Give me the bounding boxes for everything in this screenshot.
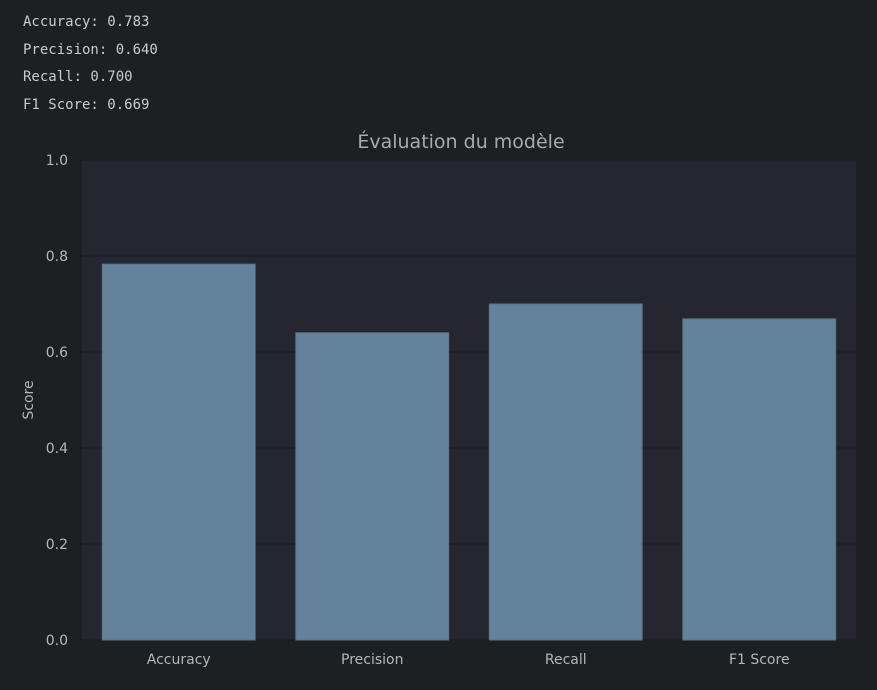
bar-chart: 0.0 0.2 0.4 0.6 0.8 1.0 Accuracy Precision Reca…	[21, 130, 856, 668]
y-tick-label: 0.8	[46, 249, 68, 265]
bar-recall	[488, 303, 643, 641]
bar-f1-score	[682, 318, 837, 641]
y-axis-label: Score	[21, 380, 37, 419]
y-tick-label: 0.4	[46, 441, 68, 457]
bar-precision	[295, 332, 450, 641]
metrics-output: Accuracy: 0.783 Precision: 0.640 Recall:…	[23, 9, 158, 119]
y-tick-label: 0.0	[46, 633, 68, 649]
x-category-label: Precision	[341, 652, 403, 668]
f1-score-line: F1 Score: 0.669	[23, 96, 150, 113]
bars	[101, 263, 837, 641]
y-tick-labels: 0.0 0.2 0.4 0.6 0.8 1.0	[46, 153, 68, 649]
y-tick-label: 0.6	[46, 345, 68, 361]
y-tick-label: 0.2	[46, 537, 68, 553]
bar-accuracy	[101, 263, 256, 641]
chart-title: Évaluation du modèle	[357, 130, 564, 153]
x-category-labels: Accuracy Precision Recall F1 Score	[147, 652, 790, 668]
x-category-label: Recall	[545, 652, 587, 668]
x-category-label: F1 Score	[729, 652, 790, 668]
recall-line: Recall: 0.700	[23, 69, 133, 85]
accuracy-line: Accuracy: 0.783	[23, 14, 150, 30]
y-tick-label: 1.0	[46, 153, 68, 169]
precision-line: Precision: 0.640	[23, 41, 158, 58]
x-category-label: Accuracy	[147, 652, 211, 668]
